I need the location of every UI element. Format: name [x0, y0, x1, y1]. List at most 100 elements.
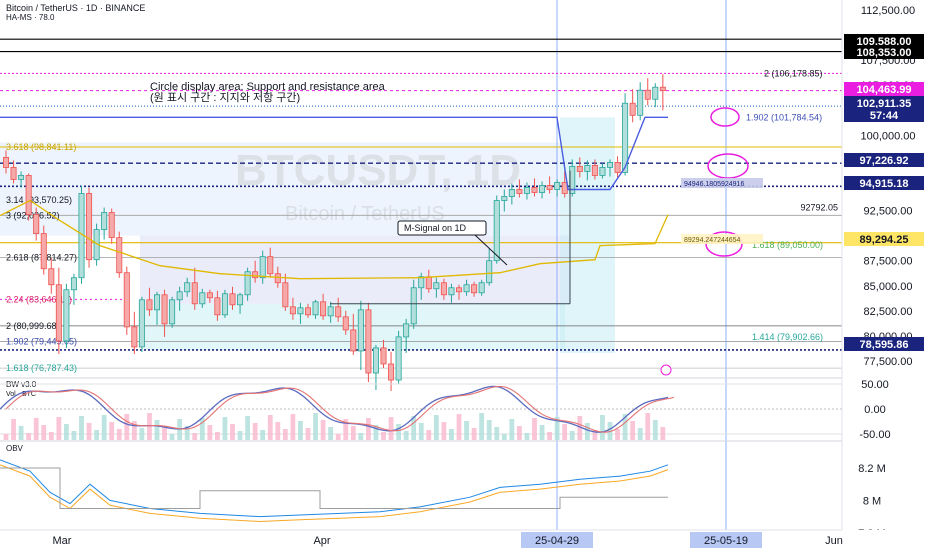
volume-bar: [637, 428, 643, 440]
candle-body: [123, 272, 130, 328]
candle: [554, 179, 561, 197]
candle-body: [342, 316, 349, 331]
osc-tick-label: -50.00: [859, 429, 890, 441]
candle: [591, 159, 598, 180]
circle-area-subtitle: (원 표시 구간 : 지지와 저항 구간): [150, 91, 300, 104]
candle: [622, 93, 629, 176]
volume-bar: [56, 417, 62, 440]
volume-bar: [215, 432, 220, 440]
candle-body: [146, 299, 153, 311]
candle-body: [501, 196, 508, 201]
candle: [637, 82, 644, 121]
candle-body: [214, 297, 221, 316]
candle-body: [463, 284, 470, 293]
candle: [486, 248, 493, 286]
price-tick-label: 100,000.00: [860, 130, 915, 142]
volume-bar: [298, 421, 303, 440]
obv-line: [0, 459, 669, 518]
candle-body: [599, 167, 606, 176]
fib-level-label: 1.902 (101,784.54): [746, 112, 822, 122]
candle: [244, 267, 251, 301]
candle: [584, 160, 591, 181]
candle-body: [516, 189, 523, 194]
volume-bar: [94, 430, 99, 440]
candle: [501, 189, 508, 212]
volume-bar: [33, 418, 39, 440]
volume-bar: [539, 425, 545, 440]
volume-bar: [403, 431, 409, 440]
time-tick-label: 25-05-19: [704, 535, 748, 547]
candle: [123, 266, 130, 335]
candle-body: [388, 363, 395, 381]
price-tick-label: 77,500.00: [864, 356, 913, 368]
volume-bar: [456, 414, 462, 440]
support-zone-upper: [0, 142, 560, 236]
candle: [55, 267, 62, 354]
price-label-bg: [844, 153, 924, 167]
volume-bar: [237, 431, 243, 440]
candle-body: [169, 299, 176, 325]
candle: [101, 207, 108, 240]
volume-bar: [3, 434, 9, 440]
candle-body: [350, 329, 357, 352]
candle-body: [372, 347, 379, 374]
candle: [146, 287, 153, 316]
price-label-bg: [844, 337, 924, 351]
volume-bar: [79, 416, 84, 440]
candle-body: [440, 282, 447, 296]
osc-tick-label: 0.00: [864, 404, 885, 416]
candle-body: [320, 301, 327, 317]
price-tick-label: 112,500.00: [861, 5, 915, 17]
candle-body: [184, 282, 191, 293]
volume-bar: [358, 433, 364, 440]
candle-body: [584, 165, 591, 172]
candle-body: [455, 287, 462, 293]
volume-bar: [26, 433, 32, 440]
candle-body: [576, 166, 583, 172]
candle: [659, 74, 666, 111]
volume-bar: [101, 415, 107, 440]
price-label-bg: [844, 108, 924, 122]
volume-bar: [260, 430, 266, 440]
candle-body: [304, 307, 311, 316]
candle-body: [425, 276, 432, 290]
candle-body: [327, 306, 334, 317]
volume-bar: [328, 427, 334, 440]
volume-bar: [18, 426, 24, 440]
volume-bar: [199, 418, 205, 440]
candle-body: [18, 175, 25, 180]
volume-bar: [282, 429, 288, 440]
candle-body: [244, 271, 251, 296]
time-label-bg: [690, 532, 762, 548]
candle-body: [637, 89, 644, 116]
candle: [304, 303, 311, 318]
candle: [86, 187, 93, 268]
candle-body: [410, 287, 417, 325]
volume-bar: [479, 413, 485, 440]
candle-body: [282, 282, 289, 308]
candle: [403, 318, 410, 353]
candle-body: [267, 256, 274, 275]
volume-bar: [554, 417, 560, 440]
candle-body: [116, 237, 123, 274]
candle-body: [403, 323, 410, 338]
candle-body: [86, 193, 93, 261]
candle: [320, 293, 327, 320]
candle: [252, 260, 259, 283]
candle-body: [206, 292, 213, 299]
volume-bar: [162, 427, 167, 440]
candle: [652, 83, 659, 108]
candle: [259, 250, 266, 284]
candle-body: [365, 309, 372, 374]
candle: [644, 78, 651, 106]
candle-body: [138, 299, 145, 348]
candle: [448, 283, 455, 303]
price-label: 104,463.99: [856, 84, 911, 96]
candle-body: [33, 214, 40, 235]
time-label-bg: [521, 532, 593, 548]
candle-body: [10, 167, 17, 180]
symbol-title: Bitcoin / TetherUS · 1D · BINANCE: [6, 3, 146, 13]
candle-body: [229, 293, 236, 306]
